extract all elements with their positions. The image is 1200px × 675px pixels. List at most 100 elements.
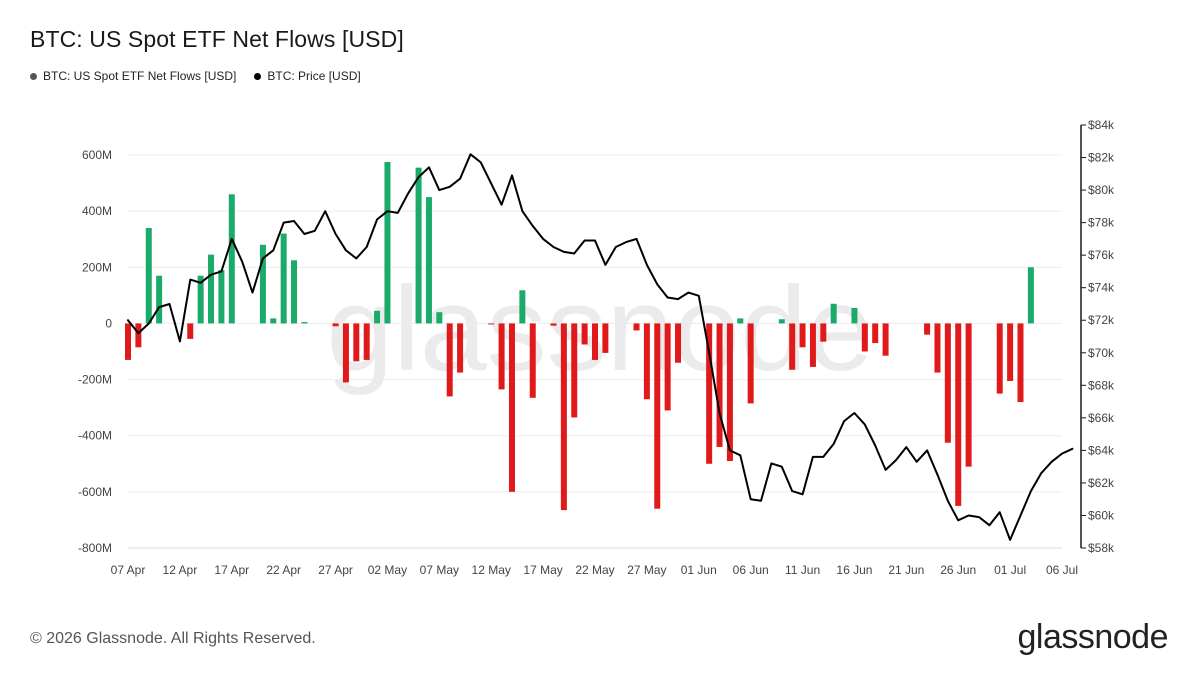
flow-bar [228,194,235,324]
flow-bar [550,323,557,326]
flow-bar [820,323,827,342]
x-tick-label: 07 May [420,563,459,577]
bars-layer [125,162,1034,511]
x-tick-label: 26 Jun [940,563,976,577]
flow-bar [415,167,422,324]
flow-bar [882,323,889,356]
flow-bar [809,323,816,367]
flow-bar [737,318,744,324]
flow-bar [187,323,194,339]
flow-bar [519,290,526,324]
y-left-tick-label: -400M [78,429,112,443]
flow-bar [145,227,152,324]
y-right-tick-label: $74k [1088,281,1115,295]
y-right-tick-label: $58k [1088,541,1115,555]
flow-bar [270,318,277,324]
flow-bar [716,323,723,447]
flow-bar [529,323,536,398]
flow-bar [332,323,339,327]
y-left-tick-label: 200M [82,260,112,274]
flow-bar [924,323,931,335]
flow-bar [955,323,962,506]
flow-bar [457,323,464,373]
flow-bar [125,323,131,360]
flow-bar [135,323,142,348]
y-right-tick-label: $64k [1088,443,1115,457]
x-tick-label: 12 May [472,563,511,577]
x-tick-label: 07 Apr [111,563,146,577]
price-line [127,153,1074,541]
y-right-tick-label: $82k [1088,151,1115,165]
flow-bar [498,323,505,390]
flow-bar [156,275,163,324]
y-left-tick-label: 0 [105,316,112,330]
y-right-tick-label: $78k [1088,216,1115,230]
flow-bar [675,323,682,363]
x-tick-label: 02 May [368,563,407,577]
flow-bar [436,312,443,324]
legend-label-price: BTC: Price [USD] [267,69,361,83]
x-tick-label: 17 Apr [214,563,249,577]
flow-bar [353,323,360,362]
flow-bar [1017,323,1024,403]
flow-bar [280,233,287,324]
y-right-tick-label: $66k [1088,411,1115,425]
flow-bar [363,323,370,360]
y-right-tick-label: $68k [1088,378,1115,392]
flow-bar [851,307,858,324]
y-right-tick-label: $84k [1088,118,1115,132]
legend-dot-price [254,72,262,80]
flow-bar [944,323,951,443]
price-layer [127,153,1074,541]
flow-bar [560,323,567,511]
flow-bar [208,254,215,324]
flow-bar [446,323,453,397]
flow-bar [342,323,349,383]
y-right-tick-label: $76k [1088,248,1115,262]
legend: BTC: US Spot ETF Net Flows [USD] BTC: Pr… [30,69,361,83]
y-right-tick-label: $62k [1088,476,1115,490]
flow-bar [291,260,298,324]
x-tick-label: 16 Jun [836,563,872,577]
flow-bar [1027,267,1034,324]
flow-bar [301,322,308,324]
flow-bar [726,323,733,461]
axes-layer: 600M 400M 200M 0 -200M -400M -600M -800M $84k $82… [78,118,1115,577]
x-tick-label: 11 Jun [785,563,820,577]
legend-item-price[interactable]: BTC: Price [USD] [254,69,361,83]
x-tick-label: 06 Jul [1046,563,1078,577]
flow-bar [965,323,972,467]
y-left-tick-label: 400M [82,204,112,218]
y-left-tick-label: -800M [78,541,112,555]
y-right-tick-label: $60k [1088,508,1115,522]
x-tick-label: 01 Jul [994,563,1026,577]
flow-bar [633,323,640,331]
flow-bar [374,310,381,324]
flow-bar [384,162,391,324]
flow-bar [799,323,806,348]
flow-bar [571,323,578,418]
flow-bar [425,197,432,324]
legend-item-net-flows[interactable]: BTC: US Spot ETF Net Flows [USD] [30,69,236,83]
y-left-tick-label: 600M [82,148,112,162]
y-left-tick-label: -600M [78,485,112,499]
flow-bar [643,323,650,400]
flow-bar [872,323,879,344]
legend-label-net-flows: BTC: US Spot ETF Net Flows [USD] [43,69,237,83]
flow-bar [861,323,868,352]
flow-bar [654,323,661,509]
flow-bar [602,323,609,353]
x-tick-label: 01 Jun [681,563,717,577]
flow-bar [197,275,204,324]
y-right-tick-label: $72k [1088,313,1115,327]
x-tick-label: 22 Apr [266,563,301,577]
flow-bar [1007,323,1014,381]
flow-bar [508,323,515,492]
y-right-tick-label: $70k [1088,346,1115,360]
flow-bar [581,323,588,345]
x-tick-label: 06 Jun [733,563,769,577]
x-tick-label: 12 Apr [163,563,198,577]
x-tick-label: 27 Apr [318,563,353,577]
flow-bar [706,323,713,464]
